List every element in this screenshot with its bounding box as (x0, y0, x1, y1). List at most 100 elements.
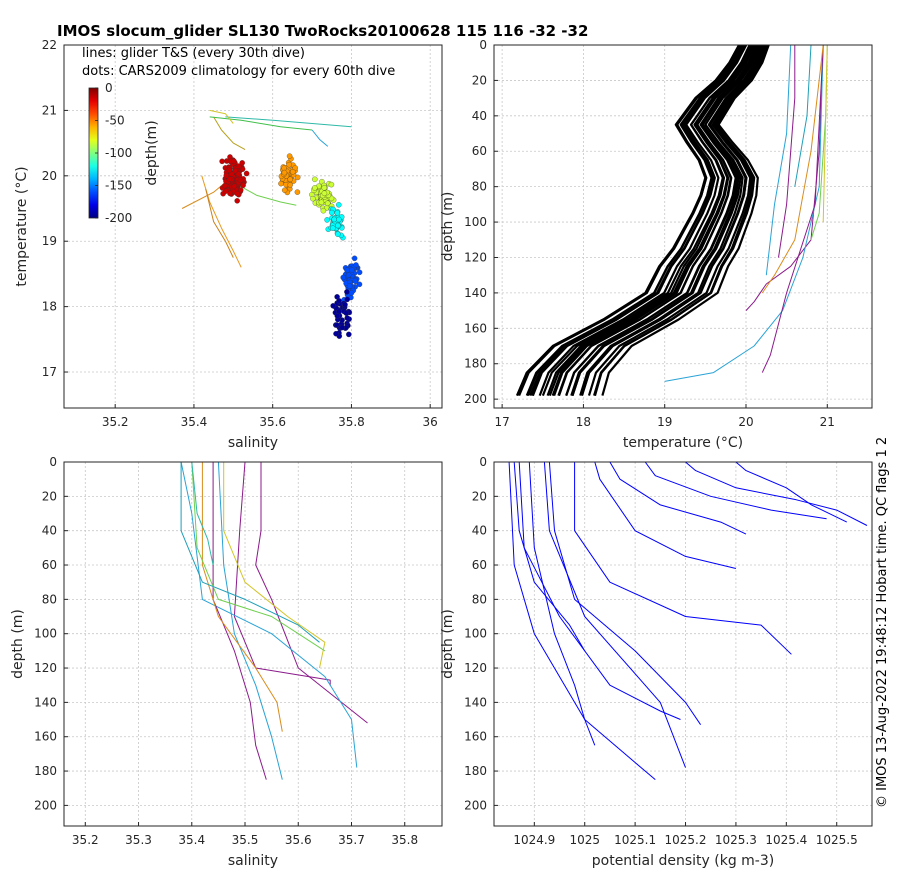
ts-climatology-dot (231, 183, 238, 190)
ts-x-tick-label: 35.8 (338, 415, 365, 429)
ts-climatology-dot (294, 189, 301, 195)
ts-climatology-dot (321, 185, 328, 191)
ts-y-tick-label: 19 (42, 234, 57, 248)
dens-profile (528, 461, 596, 746)
figure-title: IMOS slocum_glider SL130 TwoRocks2010062… (57, 22, 588, 40)
ts-climatology-dot (281, 169, 288, 176)
ts-climatology-dot (231, 158, 237, 164)
dens-y-tick-label: 200 (464, 798, 487, 812)
temp-x-tick-label: 17 (494, 415, 509, 429)
ts-climatology-dot (226, 176, 233, 182)
ts-climatology-dot (356, 269, 363, 276)
ts-x-axis-label: salinity (228, 435, 278, 451)
dens-y-tick-label: 40 (472, 524, 487, 538)
temp-x-tick-label: 20 (738, 415, 753, 429)
ts-x-tick-label: 35.2 (102, 415, 129, 429)
ts-climatology-dot (353, 262, 359, 268)
temp-y-tick-label: 200 (464, 392, 487, 406)
sal-profile (217, 461, 283, 780)
ts-climatology-dot (240, 182, 246, 189)
ts-climatology-dot (344, 267, 350, 273)
ts-climatology-dot (226, 167, 233, 173)
dens-axes-frame (493, 461, 873, 827)
temp-y-tick-label: 80 (472, 180, 487, 194)
temp-glider-profile (761, 44, 824, 294)
ts-climatology-dot (331, 216, 337, 223)
ts-climatology-dot (234, 190, 241, 197)
ts-climatology-dot (324, 217, 330, 223)
ts-colorbar-label: depth(m) (144, 120, 160, 185)
ts-x-tick-label: 35.6 (259, 415, 286, 429)
dens-y-tick-label: 20 (472, 489, 487, 503)
temp-y-tick-label: 40 (472, 109, 487, 123)
sal-y-tick-label: 20 (42, 489, 57, 503)
ts-climatology-dot (239, 160, 245, 166)
temp-glider-profile (664, 44, 824, 382)
sal-y-tick-label: 40 (42, 524, 57, 538)
sal-profile (180, 461, 358, 768)
temp-plot-area (494, 45, 872, 408)
ts-plot-area (64, 45, 442, 408)
ts-x-tick-label: 35.4 (181, 415, 208, 429)
ts-climatology-dot (335, 222, 341, 229)
ts-climatology-dot (344, 296, 350, 303)
sal-x-axis-label: salinity (228, 853, 278, 869)
ts-climatology-dot (336, 216, 342, 223)
ts-climatology-dot (278, 180, 284, 187)
dens-profile (735, 461, 848, 523)
ts-climatology-dot (349, 267, 355, 273)
ts-glider-line (311, 129, 329, 147)
ts-colorbar-tick-label: -200 (105, 211, 132, 225)
dens-profile (508, 461, 656, 780)
sal-profile (180, 462, 320, 643)
temp-glider-profile (778, 45, 796, 258)
dens-x-tick-label: 1025.1 (614, 833, 656, 847)
ts-climatology-dot (342, 301, 348, 308)
dens-y-tick-label: 0 (479, 455, 487, 469)
ts-colorbar-tick-label: -150 (105, 179, 132, 193)
temp-climatology-profile (538, 44, 747, 396)
ts-x-tick-label: 36 (423, 415, 438, 429)
ts-climatology-dot (346, 331, 352, 338)
temp-x-tick-label: 19 (657, 415, 672, 429)
sal-profile (233, 461, 331, 686)
ts-climatology-dot (334, 210, 341, 216)
dens-x-axis-label: potential density (kg m-3) (592, 853, 774, 869)
temp-y-tick-label: 120 (464, 250, 487, 264)
sal-x-tick-label: 35.6 (285, 833, 312, 847)
dens-y-tick-label: 60 (472, 558, 487, 572)
temp-y-tick-label: 60 (472, 144, 487, 158)
dens-profile (685, 461, 868, 526)
dens-profile (543, 461, 686, 768)
temp-climatology-profile (593, 44, 765, 396)
temp-y-tick-label: 140 (464, 286, 487, 300)
ts-climatology-dot (346, 283, 353, 289)
dens-x-tick-label: 1025.2 (665, 833, 707, 847)
ts-climatology-dot (336, 202, 342, 208)
dens-x-tick-label: 1025.3 (715, 833, 757, 847)
dens-y-tick-label: 120 (464, 661, 487, 675)
sal-y-tick-label: 100 (34, 627, 57, 641)
ts-climatology-dot (290, 169, 296, 175)
temp-climatology-profile (531, 44, 744, 397)
sal-y-tick-label: 120 (34, 661, 57, 675)
ts-climatology-dot (351, 255, 358, 262)
dens-plot-area (494, 462, 872, 826)
dens-y-tick-label: 160 (464, 730, 487, 744)
ts-climatology-dot (320, 207, 327, 214)
salinity-depth-panel: 35.2 35.3 35.4 35.5 35.6 35.7 35.8 0 20 40 60 80 100… (10, 455, 443, 869)
ts-climatology-dot (312, 185, 318, 191)
temperature-depth-panel: 17 18 19 20 21 0 20 40 60 80 100 120 140 160 180 200 tem… (440, 38, 873, 451)
ts-glider-line (233, 181, 297, 206)
ts-climatology-dot (352, 278, 359, 284)
dens-y-axis-label: depth (m) (440, 609, 456, 679)
temp-glider-profile (794, 44, 812, 187)
ts-climatology-dot (294, 174, 301, 181)
ts-climatology-dot (329, 209, 335, 216)
ts-glider-line (225, 116, 352, 128)
copyright-note: © IMOS 13-Aug-2022 19:48:12 Hobart time.… (875, 437, 890, 808)
sal-profile (191, 461, 326, 652)
ts-colorbar-tick-label: -50 (105, 114, 125, 128)
sal-profile (201, 462, 283, 732)
dens-profile (594, 461, 737, 569)
